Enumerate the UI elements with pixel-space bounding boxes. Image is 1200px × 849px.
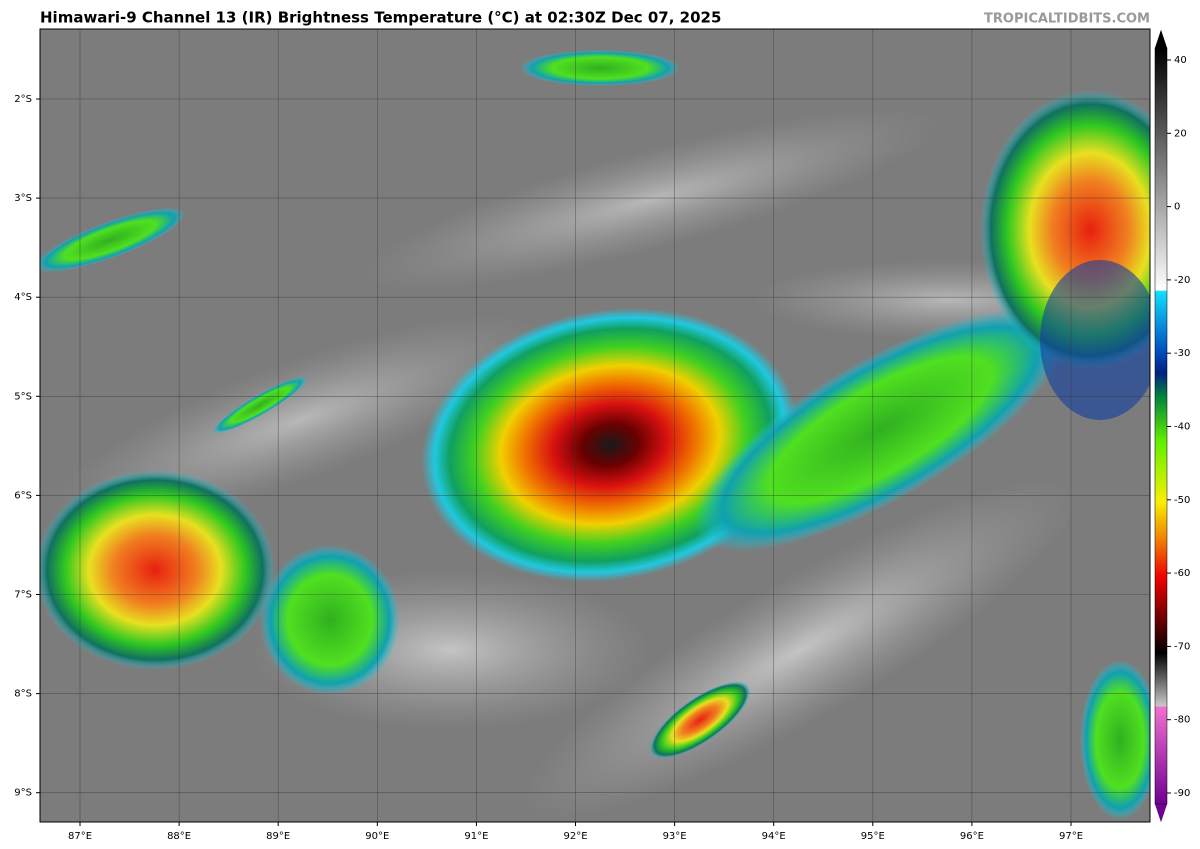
colorbar-label: 20 (1174, 128, 1187, 139)
graticule (40, 29, 1150, 822)
lon-label: 88°E (167, 831, 191, 842)
colorbar-label: -80 (1174, 715, 1190, 726)
lat-label: 3°S (14, 193, 32, 204)
colorbar-label: -90 (1174, 788, 1190, 799)
colorbar (1154, 47, 1168, 805)
lat-label: 7°S (14, 590, 32, 601)
lon-label: 90°E (365, 831, 389, 842)
lat-label: 5°S (14, 391, 32, 402)
title: Himawari-9 Channel 13 (IR) Brightness Te… (40, 9, 721, 27)
lon-label: 96°E (960, 831, 984, 842)
colorbar-label: 0 (1174, 202, 1180, 213)
lon-label: 95°E (861, 831, 885, 842)
colorbar-label: -40 (1174, 422, 1190, 433)
colorbar-label: -30 (1174, 348, 1190, 359)
lon-label: 94°E (762, 831, 786, 842)
lon-label: 93°E (663, 831, 687, 842)
lon-label: 87°E (68, 831, 92, 842)
map-frame (39, 28, 1151, 823)
imagery (40, 29, 1150, 822)
credit: TROPICALTIDBITS.COM (984, 12, 1150, 27)
lon-label: 92°E (563, 831, 587, 842)
lat-label: 6°S (14, 490, 32, 501)
colorbar-top (1155, 30, 1167, 48)
lon-label: 89°E (266, 831, 290, 842)
lat-label: 2°S (14, 94, 32, 105)
colorbar-label: -70 (1174, 641, 1190, 652)
lat-label: 4°S (14, 292, 32, 303)
colorbar-label: -20 (1174, 275, 1190, 286)
lon-label: 97°E (1059, 831, 1083, 842)
lat-label: 9°S (14, 788, 32, 799)
lon-label: 91°E (464, 831, 488, 842)
colorbar-label: -60 (1174, 568, 1190, 579)
colorbar-label: -50 (1174, 495, 1190, 506)
colorbar-bottom (1155, 804, 1167, 822)
colorbar-label: 40 (1174, 55, 1187, 66)
lat-label: 8°S (14, 689, 32, 700)
